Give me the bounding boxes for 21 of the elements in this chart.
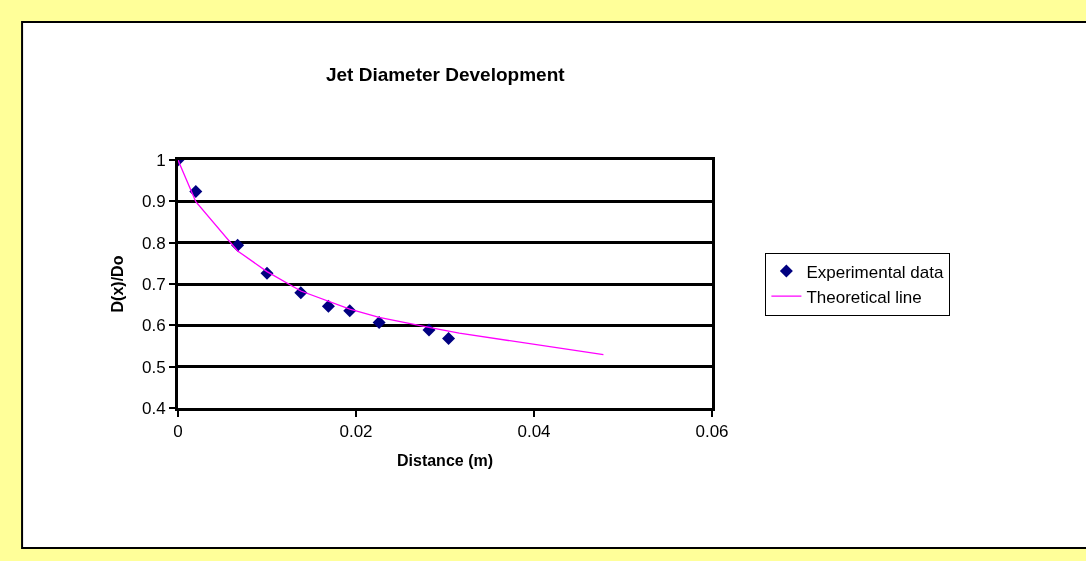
point bbox=[321, 299, 335, 313]
y-axis-title: D(x)/Do bbox=[108, 255, 126, 313]
legend-label: Theoretical line bbox=[806, 287, 922, 307]
y-tick-label: 0.8 bbox=[141, 233, 166, 253]
y-tick-label: 0.6 bbox=[141, 316, 166, 336]
legend-label: Experimental data bbox=[806, 262, 944, 282]
y-tick-label: 0.5 bbox=[141, 357, 166, 377]
x-tick-label: 0 bbox=[173, 422, 183, 442]
x-axis-title: Distance (m) bbox=[396, 452, 494, 470]
chart-title: Jet Diameter Development bbox=[325, 63, 566, 85]
y-tick-label: 1 bbox=[156, 150, 166, 170]
x-tick-label: 0.02 bbox=[339, 422, 373, 442]
point bbox=[442, 332, 456, 346]
line-series bbox=[178, 160, 605, 356]
x-tick-label: 0.06 bbox=[695, 422, 729, 442]
x-tick-label: 0.04 bbox=[517, 422, 551, 442]
point bbox=[189, 184, 203, 198]
y-tick-label: 0.7 bbox=[141, 274, 166, 294]
y-tick-label: 0.9 bbox=[141, 192, 166, 212]
point bbox=[372, 315, 386, 329]
y-tick-label: 0.4 bbox=[141, 398, 166, 418]
